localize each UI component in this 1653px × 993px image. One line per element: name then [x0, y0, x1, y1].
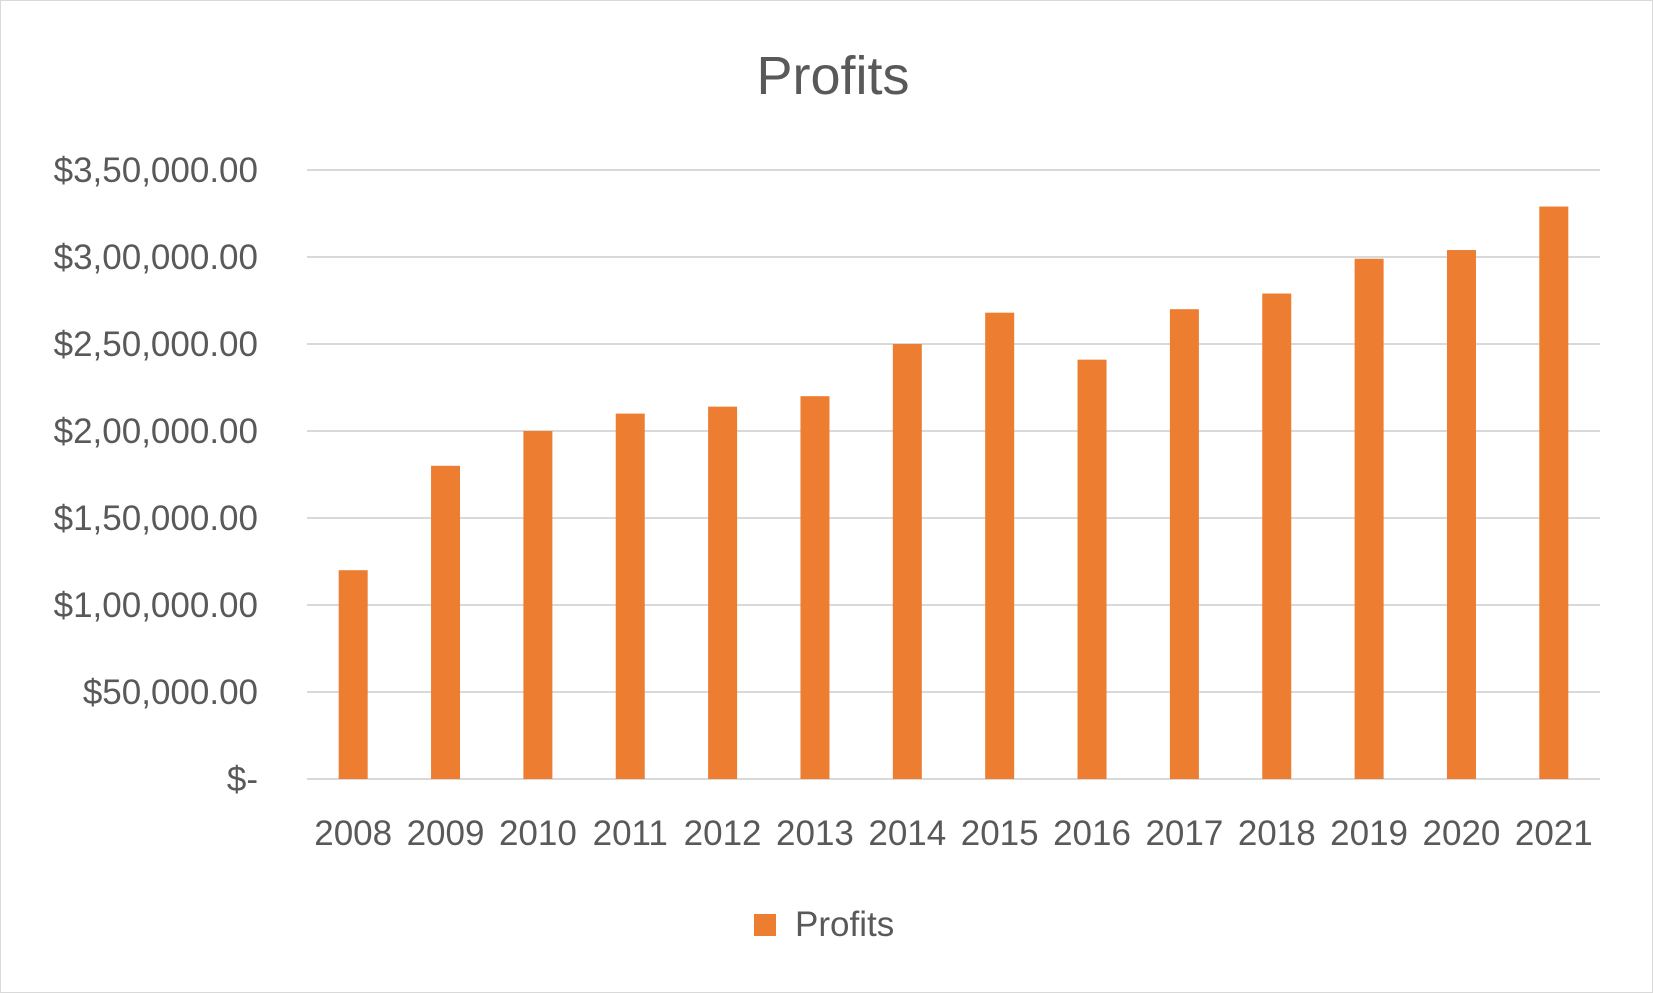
x-axis-tick-labels: 2008 2009 2010 2011 2012 2013 2014 2015 2016 2017… — [314, 814, 1593, 853]
y-tick-label: $3,00,000.00 — [54, 238, 258, 277]
x-tick-label-2015: 2015 — [961, 814, 1039, 853]
x-tick-label-2011: 2011 — [593, 814, 668, 853]
gridlines — [307, 169, 1600, 780]
x-tick-label-2013: 2013 — [776, 814, 854, 853]
bar-2019 — [1354, 258, 1384, 779]
legend: Profits — [754, 905, 894, 944]
x-tick-label-2009: 2009 — [407, 814, 485, 853]
y-tick-label: $3,50,000.00 — [54, 151, 258, 190]
y-tick-label: $1,50,000.00 — [54, 499, 258, 538]
y-tick-label: $2,50,000.00 — [54, 325, 258, 364]
x-tick-label-2010: 2010 — [499, 814, 577, 853]
bar-2016 — [1077, 359, 1107, 779]
y-tick-label: $1,00,000.00 — [54, 586, 258, 625]
x-tick-label-2020: 2020 — [1423, 814, 1501, 853]
legend-label-profits: Profits — [795, 905, 894, 944]
bar-2009 — [431, 465, 461, 779]
bar-2015 — [985, 312, 1015, 779]
bars — [338, 206, 1569, 780]
y-tick-label: $- — [227, 760, 258, 799]
bar-2011 — [615, 413, 645, 779]
bar-2020 — [1446, 250, 1476, 780]
bar-2017 — [1169, 309, 1199, 779]
bar-2014 — [892, 344, 922, 779]
bar-2008 — [338, 570, 368, 779]
x-tick-label-2018: 2018 — [1238, 814, 1316, 853]
y-tick-label: $2,00,000.00 — [54, 412, 258, 451]
y-axis-tick-labels: $- $50,000.00 $1,00,000.00 $1,50,000.00 $2,0… — [54, 151, 258, 799]
x-tick-label-2012: 2012 — [684, 814, 762, 853]
bar-2018 — [1262, 293, 1292, 779]
x-tick-label-2021: 2021 — [1515, 814, 1593, 853]
x-tick-label-2017: 2017 — [1145, 814, 1223, 853]
x-tick-label-2014: 2014 — [868, 814, 946, 853]
x-tick-label-2016: 2016 — [1053, 814, 1131, 853]
x-tick-label-2019: 2019 — [1330, 814, 1408, 853]
bar-2012 — [708, 406, 738, 779]
x-tick-label-2008: 2008 — [314, 814, 392, 853]
chart-title: Profits — [756, 46, 909, 106]
bar-2021 — [1539, 206, 1569, 780]
bar-2013 — [800, 396, 830, 779]
y-tick-label: $50,000.00 — [83, 673, 258, 712]
bar-2010 — [523, 431, 553, 779]
legend-swatch — [754, 914, 776, 936]
